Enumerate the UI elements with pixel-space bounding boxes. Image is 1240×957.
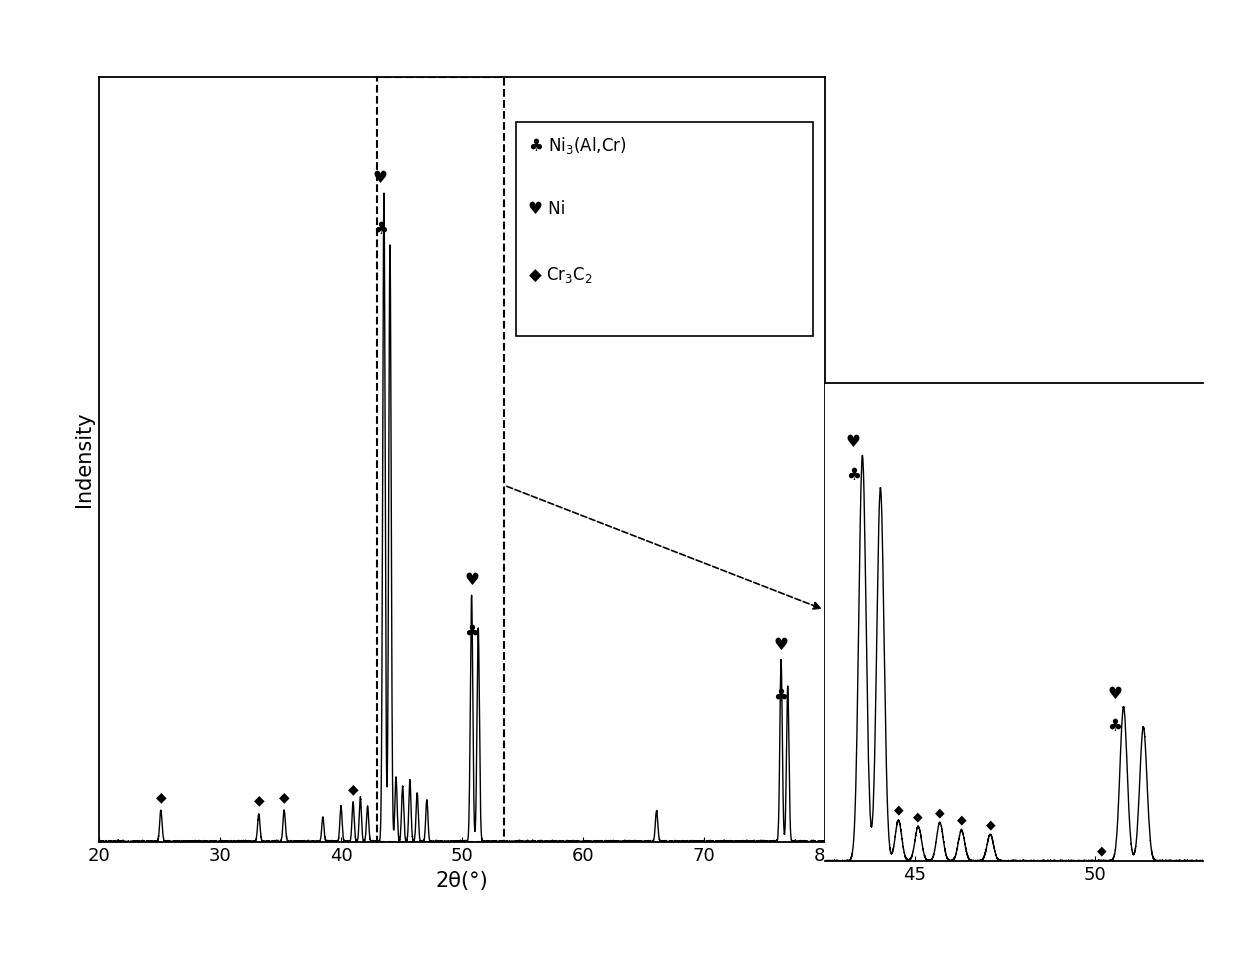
Text: ♣: ♣ (774, 687, 789, 705)
Text: ◆: ◆ (1097, 845, 1107, 857)
Text: ◆: ◆ (894, 804, 903, 816)
Text: ♣: ♣ (464, 623, 479, 641)
Text: ◆: ◆ (914, 810, 923, 823)
Y-axis label: Indensity: Indensity (73, 412, 94, 507)
Text: ◆: ◆ (347, 783, 358, 796)
Text: ♥: ♥ (774, 635, 789, 654)
Text: ♥ Ni: ♥ Ni (528, 200, 565, 218)
Text: ♥: ♥ (846, 434, 861, 452)
Text: ♣: ♣ (1107, 717, 1122, 735)
Text: ◆: ◆ (253, 793, 264, 808)
Text: ◆: ◆ (155, 790, 166, 804)
Text: ♥: ♥ (1107, 684, 1122, 702)
Text: ◆: ◆ (956, 813, 966, 826)
Text: ♥: ♥ (464, 571, 479, 589)
Text: ◆ Cr$_3$C$_2$: ◆ Cr$_3$C$_2$ (528, 265, 593, 285)
Text: ♥: ♥ (373, 168, 388, 187)
Text: ◆: ◆ (935, 807, 945, 819)
Text: ◆: ◆ (986, 818, 996, 832)
Text: ♣ Ni$_3$(Al,Cr): ♣ Ni$_3$(Al,Cr) (528, 135, 627, 156)
Bar (516, 122, 812, 336)
X-axis label: 2θ(°): 2θ(°) (435, 871, 489, 891)
Text: ♣: ♣ (846, 466, 861, 484)
Bar (377, 77, 505, 842)
Text: ♣: ♣ (373, 220, 388, 238)
Text: ◆: ◆ (279, 790, 289, 804)
